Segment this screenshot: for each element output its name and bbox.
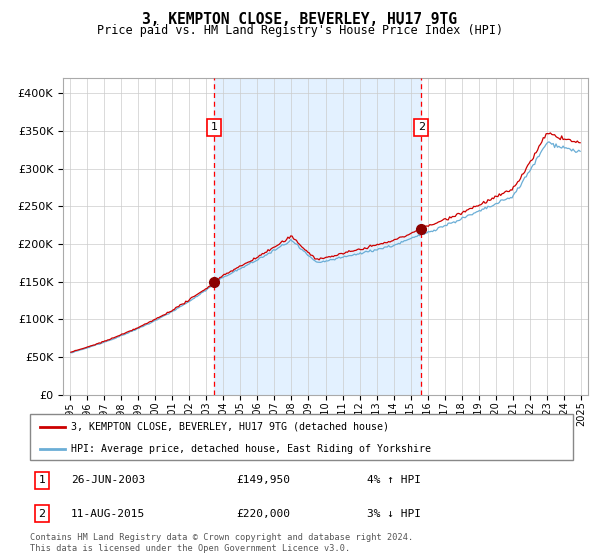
Text: 3, KEMPTON CLOSE, BEVERLEY, HU17 9TG (detached house): 3, KEMPTON CLOSE, BEVERLEY, HU17 9TG (de… xyxy=(71,422,389,432)
Text: 26-JUN-2003: 26-JUN-2003 xyxy=(71,475,145,486)
Text: 4% ↑ HPI: 4% ↑ HPI xyxy=(367,475,421,486)
Text: HPI: Average price, detached house, East Riding of Yorkshire: HPI: Average price, detached house, East… xyxy=(71,444,431,454)
Text: Price paid vs. HM Land Registry's House Price Index (HPI): Price paid vs. HM Land Registry's House … xyxy=(97,24,503,36)
Text: 3% ↓ HPI: 3% ↓ HPI xyxy=(367,508,421,519)
Text: 2: 2 xyxy=(418,123,425,132)
Text: £220,000: £220,000 xyxy=(236,508,290,519)
FancyBboxPatch shape xyxy=(30,414,573,460)
Text: This data is licensed under the Open Government Licence v3.0.: This data is licensed under the Open Gov… xyxy=(30,544,350,553)
Text: 1: 1 xyxy=(211,123,218,132)
Text: £149,950: £149,950 xyxy=(236,475,290,486)
Text: 1: 1 xyxy=(38,475,46,486)
Text: 11-AUG-2015: 11-AUG-2015 xyxy=(71,508,145,519)
Text: 3, KEMPTON CLOSE, BEVERLEY, HU17 9TG: 3, KEMPTON CLOSE, BEVERLEY, HU17 9TG xyxy=(143,12,458,27)
Text: 2: 2 xyxy=(38,508,46,519)
Bar xyxy=(214,78,421,395)
Text: Contains HM Land Registry data © Crown copyright and database right 2024.: Contains HM Land Registry data © Crown c… xyxy=(30,533,413,542)
